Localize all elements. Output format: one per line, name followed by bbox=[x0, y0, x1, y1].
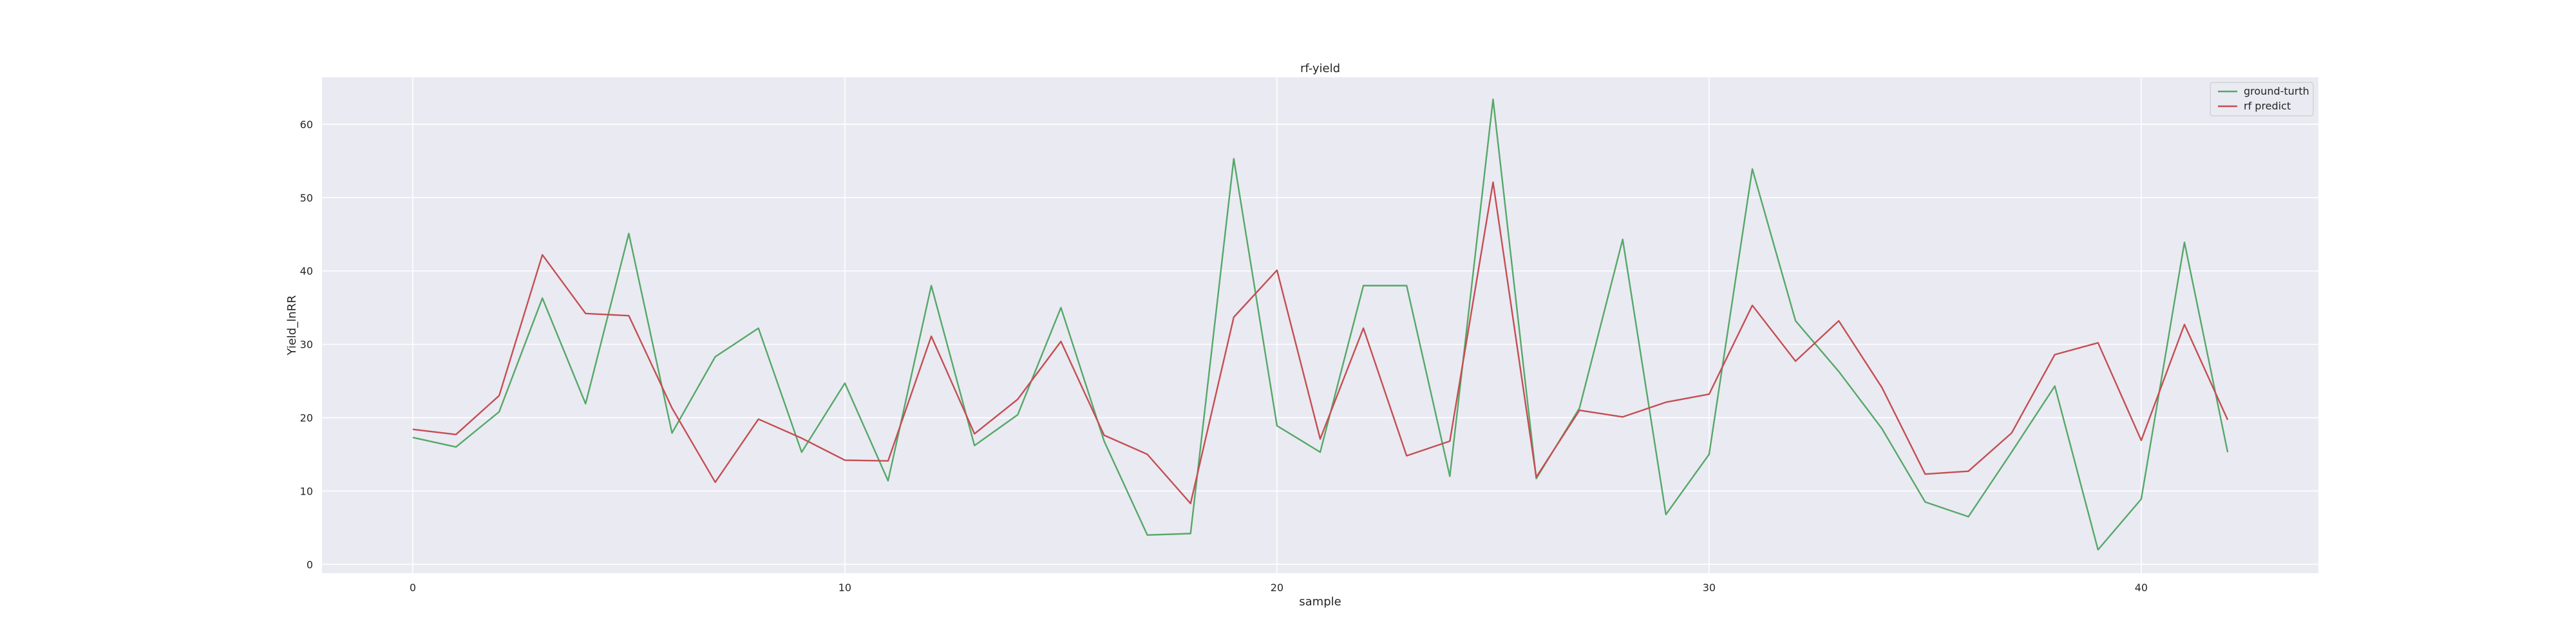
y-tick-label: 50 bbox=[300, 192, 313, 204]
series-line-rf-predict bbox=[412, 181, 2229, 504]
legend-label-rf-predict: rf predict bbox=[2244, 100, 2291, 112]
x-tick-label: 40 bbox=[2135, 582, 2148, 594]
y-tick-label: 30 bbox=[300, 339, 313, 351]
y-axis-label: Yield_lnRR bbox=[285, 295, 299, 355]
y-grid bbox=[322, 124, 2318, 565]
x-tick-label: 30 bbox=[1703, 582, 1716, 594]
legend: ground-turth rf predict bbox=[2210, 82, 2314, 117]
x-tick-label: 20 bbox=[1271, 582, 1283, 594]
y-tick-label: 0 bbox=[307, 558, 313, 571]
y-tick-label: 40 bbox=[300, 265, 313, 278]
x-axis-label: sample bbox=[1299, 595, 1341, 609]
legend-label-ground-turth: ground-turth bbox=[2244, 85, 2309, 97]
plot-area bbox=[322, 77, 2318, 573]
x-tick-labels: 0 10 20 30 40 bbox=[410, 582, 2148, 594]
y-tick-label: 20 bbox=[300, 412, 313, 424]
series-line-ground-turth bbox=[412, 98, 2229, 551]
x-tick-label: 10 bbox=[838, 582, 851, 594]
y-tick-label: 10 bbox=[300, 485, 313, 497]
series-layer bbox=[412, 98, 2229, 551]
y-tick-labels: 0 10 20 30 40 50 60 bbox=[300, 118, 313, 571]
chart-title: rf-yield bbox=[1300, 62, 1340, 75]
y-tick-label: 60 bbox=[300, 118, 313, 131]
x-tick-label: 0 bbox=[410, 582, 416, 594]
